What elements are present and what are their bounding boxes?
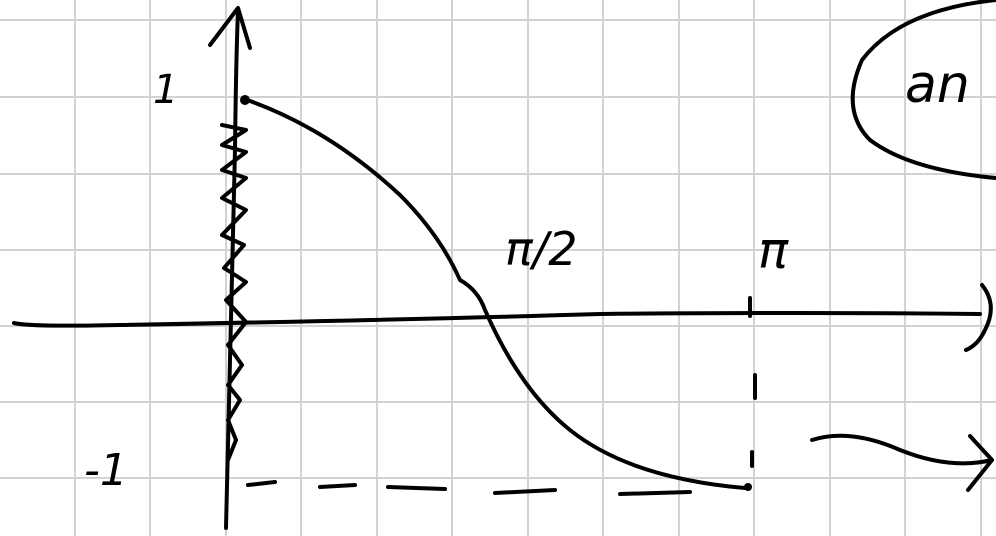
end-point xyxy=(744,483,752,491)
wave-arrow xyxy=(812,436,992,490)
x-arrow xyxy=(966,285,991,350)
label-note: an xyxy=(905,55,970,115)
label-half-pi: π/2 xyxy=(505,222,577,276)
sketch: 1 -1 π/2 π an xyxy=(0,0,996,536)
label-minus-one: -1 xyxy=(84,445,128,496)
label-one: 1 xyxy=(153,67,178,113)
curve xyxy=(250,101,745,488)
x-axis xyxy=(14,313,980,326)
label-pi: π xyxy=(758,222,789,280)
y-arrow xyxy=(210,8,250,48)
page: 1 -1 π/2 π an (() => { const data = JSON… xyxy=(0,0,996,536)
grid-paper xyxy=(0,0,996,536)
dashed-min xyxy=(248,482,690,494)
